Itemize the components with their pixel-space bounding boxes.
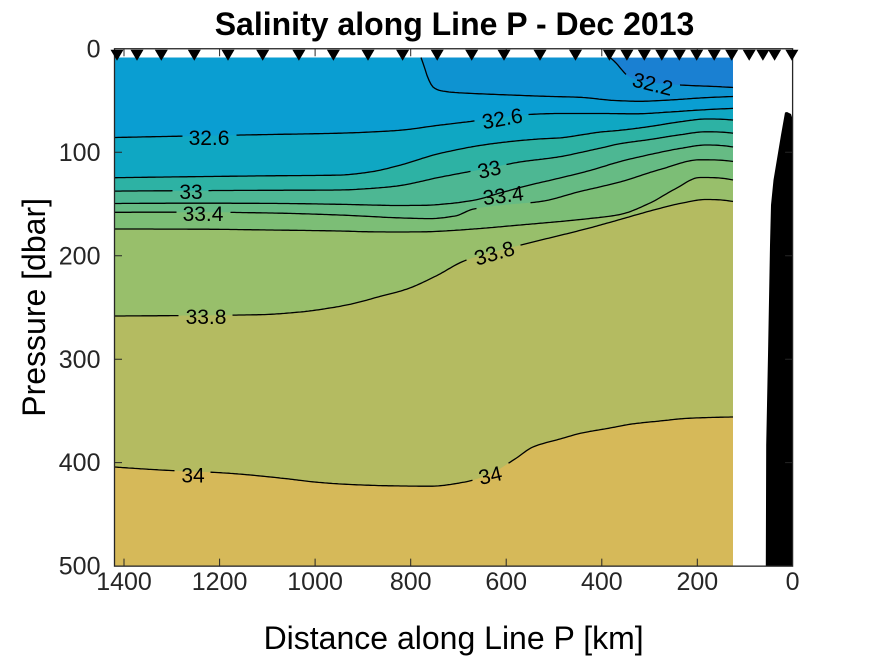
svg-text:600: 600 <box>485 568 527 596</box>
svg-text:33.4: 33.4 <box>183 203 224 226</box>
svg-text:33: 33 <box>179 181 202 204</box>
svg-text:33.8: 33.8 <box>186 306 227 329</box>
svg-text:33.4: 33.4 <box>482 182 526 210</box>
svg-text:0: 0 <box>87 35 101 63</box>
svg-text:200: 200 <box>676 568 718 596</box>
svg-text:800: 800 <box>390 568 432 596</box>
svg-text:400: 400 <box>59 449 101 477</box>
svg-text:200: 200 <box>59 242 101 270</box>
svg-text:34: 34 <box>181 465 205 488</box>
svg-text:34: 34 <box>477 462 505 490</box>
svg-text:Pressure [dbar]: Pressure [dbar] <box>16 198 52 417</box>
svg-text:1200: 1200 <box>192 568 248 596</box>
svg-text:1000: 1000 <box>287 568 343 596</box>
svg-text:0: 0 <box>786 568 800 596</box>
svg-text:300: 300 <box>59 346 101 374</box>
svg-text:500: 500 <box>59 553 101 581</box>
svg-text:33: 33 <box>476 156 504 184</box>
svg-text:1400: 1400 <box>96 568 152 596</box>
svg-text:100: 100 <box>59 139 101 167</box>
svg-text:32.6: 32.6 <box>189 127 230 150</box>
svg-text:Distance along Line P [km]: Distance along Line P [km] <box>264 620 644 656</box>
svg-text:400: 400 <box>581 568 623 596</box>
svg-text:Salinity along Line P - Dec 20: Salinity along Line P - Dec 2013 <box>215 6 695 42</box>
